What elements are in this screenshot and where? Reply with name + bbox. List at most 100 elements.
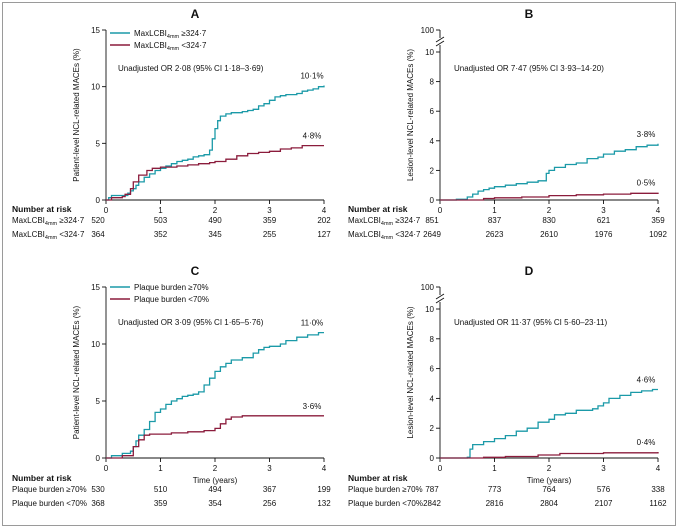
panel-c-series-high-end-label: 11·0% bbox=[301, 319, 324, 328]
panel-d-risk-value: 2816 bbox=[486, 499, 504, 508]
panel-c-risk-value: 510 bbox=[154, 485, 168, 494]
panel-c-ytick-label: 15 bbox=[91, 283, 100, 292]
panel-b-ytick-label: 8 bbox=[430, 78, 435, 87]
panel-d-annotation: Unadjusted OR 11·37 (95% CI 5·60–23·11) bbox=[454, 318, 607, 327]
panel-b-ytick-label-break: 100 bbox=[421, 26, 435, 35]
panel-a-risk-value: 520 bbox=[91, 216, 105, 225]
panel-c-risk-value: 367 bbox=[263, 485, 277, 494]
panel-a-xtick-label: 3 bbox=[267, 206, 272, 215]
panel-a-risk-value: 359 bbox=[263, 216, 277, 225]
panel-c-risk-value: 494 bbox=[208, 485, 222, 494]
panel-d-series-low-end-label: 0·4% bbox=[637, 438, 656, 447]
panel-b-series-low-end-label: 0·5% bbox=[637, 179, 656, 188]
panel-c-risk-header: Number at risk bbox=[12, 473, 72, 483]
panel-b-ytick-label: 0 bbox=[430, 196, 435, 205]
panel-c-risk-row-label: Plaque burden ≥70% bbox=[12, 485, 87, 494]
panel-a-series-low-end-label: 4·8% bbox=[303, 132, 322, 141]
panel-d-risk-value: 2842 bbox=[423, 499, 441, 508]
panel-b-risk-row-label: MaxLCBI4mm <324·7 bbox=[348, 230, 421, 241]
panel-d-ytick-label-break: 100 bbox=[421, 283, 435, 292]
panel-a-ytick-label: 10 bbox=[91, 83, 100, 92]
panel-b-risk-value: 621 bbox=[597, 216, 611, 225]
panel-d-risk-value: 576 bbox=[597, 485, 611, 494]
panel-c-risk-value: 132 bbox=[317, 499, 331, 508]
panel-b-xtick-label: 1 bbox=[492, 206, 497, 215]
panel-a-xtick-label: 1 bbox=[158, 206, 163, 215]
panel-d-risk-value: 2107 bbox=[595, 499, 613, 508]
panel-b-risk-value: 851 bbox=[425, 216, 439, 225]
panel-a-legend-label-high: MaxLCBI4mm ≥324·7 bbox=[134, 29, 207, 40]
panel-b-axis-break-mark-1 bbox=[435, 36, 445, 43]
panel-c-xtick-label: 3 bbox=[267, 464, 272, 473]
panel-a-risk-value: 255 bbox=[263, 230, 277, 239]
panel-a-xtick-label: 0 bbox=[104, 206, 109, 215]
panel-d-ytick-label: 10 bbox=[425, 305, 434, 314]
panel-b-ytick-label: 10 bbox=[425, 48, 434, 57]
panel-d-risk-row-label: Plaque burden ≥70% bbox=[348, 485, 423, 494]
panel-b-series-high-line bbox=[440, 143, 659, 201]
panel-c-xtick-label: 0 bbox=[104, 464, 109, 473]
panel-c-risk-value: 256 bbox=[263, 499, 277, 508]
panel-b-title: B bbox=[525, 7, 534, 21]
panel-b-ytick-label: 4 bbox=[430, 137, 435, 146]
panel-a-risk-value: 352 bbox=[154, 230, 168, 239]
panel-b-xtick-label: 2 bbox=[547, 206, 552, 215]
panel-b-ytick-label: 6 bbox=[430, 107, 435, 116]
panel-a-title: A bbox=[191, 7, 200, 21]
panel-a-risk-value: 490 bbox=[208, 216, 222, 225]
panel-d-xtick-label: 4 bbox=[656, 464, 661, 473]
panel-d-ytick-label: 2 bbox=[430, 424, 435, 433]
panel-b-risk-value: 359 bbox=[651, 216, 665, 225]
panel-c-title: C bbox=[191, 264, 200, 278]
panel-b-risk-value: 2649 bbox=[423, 230, 441, 239]
panel-c-risk-value: 368 bbox=[91, 499, 105, 508]
panel-b-annotation: Unadjusted OR 7·47 (95% CI 3·93–14·20) bbox=[454, 64, 604, 73]
panel-d-series-low-line bbox=[440, 452, 659, 459]
panel-c-legend-label-low: Plaque burden <70% bbox=[134, 295, 209, 304]
panel-c-risk-value: 354 bbox=[208, 499, 222, 508]
panel-a-risk-row-label: MaxLCBI4mm <324·7 bbox=[12, 230, 85, 241]
panel-c-xtick-label: 4 bbox=[322, 464, 327, 473]
panel-d-risk-value: 773 bbox=[488, 485, 502, 494]
panel-c-ytick-label: 10 bbox=[91, 340, 100, 349]
panel-b-series-high-end-label: 3·8% bbox=[637, 130, 656, 139]
panel-b-xtick-label: 3 bbox=[601, 206, 606, 215]
panel-c-xtick-label: 1 bbox=[158, 464, 163, 473]
panel-b-xtick-label: 4 bbox=[656, 206, 661, 215]
panel-a-annotation: Unadjusted OR 2·08 (95% CI 1·18–3·69) bbox=[118, 64, 264, 73]
panel-a-risk-header: Number at risk bbox=[12, 204, 72, 214]
panel-b-risk-value: 837 bbox=[488, 216, 502, 225]
panel-b-series-low-line bbox=[440, 192, 659, 201]
panel-b-risk-row-label: MaxLCBI4mm ≥324·7 bbox=[348, 216, 421, 227]
panel-d-risk-row-label: Plaque burden <70% bbox=[348, 499, 423, 508]
panel-c-series-low-end-label: 3·6% bbox=[303, 402, 322, 411]
panel-a-series-high-line bbox=[106, 85, 325, 201]
panel-a-ytick-label: 0 bbox=[96, 196, 101, 205]
panel-d-series-high-end-label: 4·6% bbox=[637, 375, 656, 384]
panel-a-series-high-end-label: 10·1% bbox=[300, 72, 323, 81]
figure-border bbox=[2, 2, 676, 526]
panel-d-axis-break-mark-2 bbox=[435, 297, 445, 304]
panel-d-risk-header: Number at risk bbox=[348, 473, 408, 483]
panel-d-ylabel: Lesion-level NCL-related MACEs (%) bbox=[406, 306, 415, 438]
panel-c-risk-value: 359 bbox=[154, 499, 168, 508]
panel-d-xtick-label: 3 bbox=[601, 464, 606, 473]
panel-b-ylabel: Lesion-level NCL-related MACEs (%) bbox=[406, 49, 415, 181]
panel-d-risk-value: 764 bbox=[542, 485, 556, 494]
panel-d-risk-value: 2804 bbox=[540, 499, 558, 508]
panel-b-risk-value: 1092 bbox=[649, 230, 667, 239]
panel-a-risk-value: 127 bbox=[317, 230, 331, 239]
panel-a-ylabel: Patient-level NCL-related MACEs (%) bbox=[72, 48, 81, 182]
panel-d-ytick-label: 4 bbox=[430, 394, 435, 403]
panel-c-ylabel: Patient-level NCL-related MACEs (%) bbox=[72, 305, 81, 439]
panel-d-ytick-label: 6 bbox=[430, 365, 435, 374]
panel-d-ytick-label: 0 bbox=[430, 454, 435, 463]
panel-c-legend-label-high: Plaque burden ≥70% bbox=[134, 283, 209, 292]
panel-b-axis-break-mark-2 bbox=[435, 40, 445, 47]
panel-b-risk-value: 830 bbox=[542, 216, 556, 225]
panel-c-xtick-label: 2 bbox=[213, 464, 218, 473]
panel-c-ytick-label: 5 bbox=[96, 397, 101, 406]
panel-b-risk-value: 2610 bbox=[540, 230, 558, 239]
panel-a-risk-value: 364 bbox=[91, 230, 105, 239]
